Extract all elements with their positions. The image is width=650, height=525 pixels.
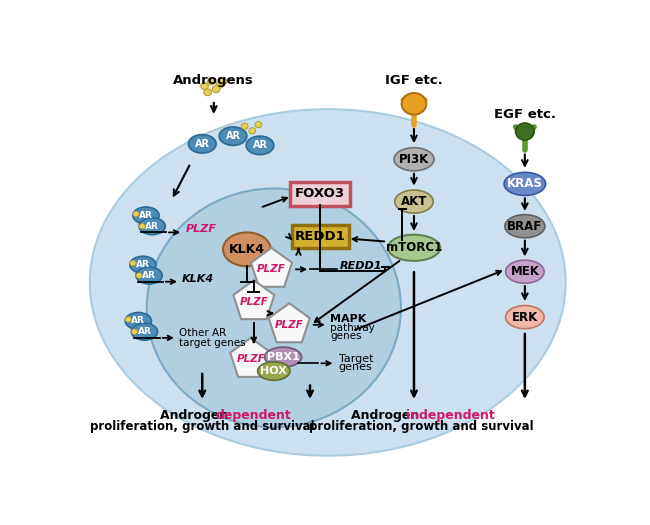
Text: BRAF: BRAF — [507, 220, 543, 233]
Text: IGF etc.: IGF etc. — [385, 74, 443, 87]
Ellipse shape — [515, 123, 534, 140]
FancyBboxPatch shape — [290, 182, 350, 206]
Ellipse shape — [130, 260, 136, 266]
Text: PLZF: PLZF — [239, 297, 268, 307]
Text: AR: AR — [142, 271, 156, 280]
Text: KLK4: KLK4 — [182, 274, 215, 284]
Ellipse shape — [188, 134, 216, 153]
Ellipse shape — [402, 93, 426, 114]
Ellipse shape — [388, 235, 440, 261]
Ellipse shape — [241, 123, 248, 129]
Text: PBX1: PBX1 — [266, 352, 300, 362]
Text: independent: independent — [406, 409, 495, 422]
Ellipse shape — [147, 188, 401, 427]
Polygon shape — [268, 303, 310, 342]
Text: genes: genes — [330, 331, 361, 341]
Polygon shape — [251, 248, 292, 287]
Text: REDD1: REDD1 — [339, 261, 382, 271]
Ellipse shape — [130, 256, 156, 273]
Ellipse shape — [201, 82, 209, 90]
Text: Androgens: Androgens — [174, 74, 254, 87]
Polygon shape — [230, 338, 271, 377]
Ellipse shape — [131, 323, 157, 340]
Text: AR: AR — [139, 211, 153, 220]
Ellipse shape — [223, 233, 271, 266]
Text: Target: Target — [339, 354, 373, 364]
Ellipse shape — [505, 215, 545, 238]
Ellipse shape — [219, 78, 227, 85]
Ellipse shape — [136, 267, 162, 284]
Ellipse shape — [125, 317, 131, 322]
Text: AKT: AKT — [401, 195, 427, 208]
Text: AR: AR — [252, 140, 268, 150]
Ellipse shape — [125, 312, 151, 329]
Text: MAPK: MAPK — [330, 313, 367, 323]
FancyBboxPatch shape — [292, 225, 348, 248]
Ellipse shape — [136, 273, 142, 278]
Text: PI3K: PI3K — [399, 153, 429, 166]
Text: PLZF: PLZF — [257, 265, 286, 275]
Ellipse shape — [257, 362, 290, 380]
Text: proliferation, growth and survival: proliferation, growth and survival — [90, 420, 315, 433]
Text: genes: genes — [339, 362, 372, 372]
Ellipse shape — [219, 127, 247, 145]
Ellipse shape — [246, 136, 274, 155]
Text: PLZF: PLZF — [185, 224, 216, 234]
Text: mTORC1: mTORC1 — [386, 242, 442, 254]
Ellipse shape — [395, 190, 433, 213]
Ellipse shape — [249, 128, 255, 134]
Text: HOX: HOX — [261, 366, 287, 376]
Ellipse shape — [133, 207, 159, 224]
Text: ERK: ERK — [512, 311, 538, 323]
Text: KRAS: KRAS — [507, 177, 543, 191]
Text: AR: AR — [138, 327, 151, 336]
Ellipse shape — [394, 148, 434, 171]
Text: Androgen: Androgen — [160, 409, 233, 422]
Polygon shape — [233, 280, 274, 319]
Ellipse shape — [139, 224, 145, 229]
Ellipse shape — [255, 121, 262, 128]
Text: EGF etc.: EGF etc. — [494, 108, 556, 121]
Text: target genes: target genes — [179, 338, 246, 348]
Text: MEK: MEK — [510, 265, 540, 278]
Ellipse shape — [504, 172, 545, 195]
Text: Other AR: Other AR — [179, 328, 226, 338]
Ellipse shape — [133, 211, 139, 217]
Text: PLZF: PLZF — [275, 320, 304, 330]
Ellipse shape — [506, 306, 544, 329]
Text: PLZF: PLZF — [237, 354, 265, 364]
Text: pathway: pathway — [330, 323, 375, 333]
Text: AR: AR — [131, 317, 145, 326]
Ellipse shape — [131, 329, 138, 334]
Text: dependent: dependent — [215, 409, 291, 422]
Ellipse shape — [216, 81, 224, 88]
Ellipse shape — [139, 218, 165, 235]
Ellipse shape — [90, 109, 566, 456]
Text: Androgen: Androgen — [351, 409, 423, 422]
Text: REDD1: REDD1 — [294, 230, 345, 243]
Ellipse shape — [203, 89, 211, 96]
Text: KLK4: KLK4 — [229, 243, 265, 256]
Ellipse shape — [506, 260, 544, 283]
Text: FOXO3: FOXO3 — [295, 187, 345, 201]
Ellipse shape — [265, 347, 302, 367]
Ellipse shape — [207, 78, 215, 85]
Text: proliferation, growth and survival: proliferation, growth and survival — [309, 420, 534, 433]
Text: AR: AR — [145, 222, 159, 231]
Text: AR: AR — [136, 260, 150, 269]
Text: AR: AR — [195, 139, 210, 149]
Ellipse shape — [213, 86, 220, 92]
Text: AR: AR — [226, 131, 240, 141]
